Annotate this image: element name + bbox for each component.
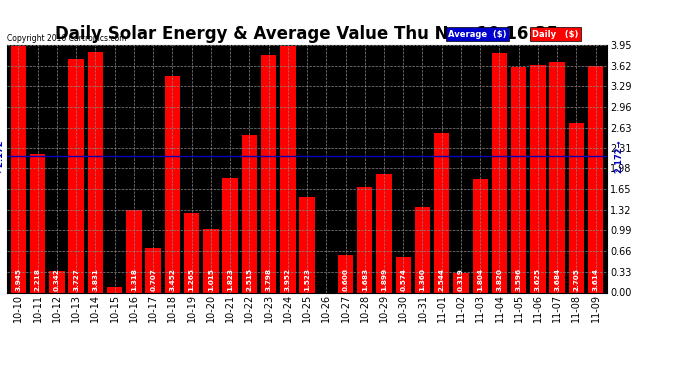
Bar	[126, 210, 141, 292]
Text: 2.515: 2.515	[246, 268, 253, 291]
Text: ←2.172: ←2.172	[0, 140, 5, 173]
Text: 3.625: 3.625	[535, 268, 541, 291]
Bar	[357, 187, 373, 292]
Text: 2.172→: 2.172→	[614, 140, 623, 173]
Text: 3.820: 3.820	[496, 268, 502, 291]
Bar	[569, 123, 584, 292]
Bar	[222, 178, 238, 292]
Bar	[376, 174, 392, 292]
Text: 1.823: 1.823	[227, 268, 233, 291]
Text: 1.804: 1.804	[477, 268, 483, 291]
Text: 3.684: 3.684	[554, 268, 560, 291]
Bar	[299, 197, 315, 292]
Text: 1.360: 1.360	[420, 268, 426, 291]
Bar	[492, 53, 507, 292]
Bar	[453, 273, 469, 292]
Bar	[261, 54, 276, 292]
Text: 2.705: 2.705	[573, 268, 580, 291]
Text: 0.342: 0.342	[54, 268, 60, 291]
Bar	[280, 45, 295, 292]
Bar	[30, 153, 46, 292]
Bar	[473, 180, 488, 292]
Text: 3.945: 3.945	[15, 268, 21, 291]
Bar	[511, 67, 526, 292]
Bar	[11, 45, 26, 292]
Bar	[549, 62, 565, 292]
Bar	[88, 53, 103, 292]
Bar	[203, 229, 219, 292]
Text: Copyright 2016 Cartronics.com: Copyright 2016 Cartronics.com	[7, 33, 126, 42]
Bar	[395, 256, 411, 292]
Text: 1.015: 1.015	[208, 268, 214, 291]
Bar	[68, 59, 84, 292]
Text: 3.798: 3.798	[266, 268, 272, 291]
Text: Average  ($): Average ($)	[448, 30, 506, 39]
Bar	[184, 213, 199, 292]
Bar	[530, 65, 546, 292]
Text: 3.831: 3.831	[92, 268, 99, 291]
Text: 2.544: 2.544	[439, 268, 445, 291]
Bar	[49, 271, 65, 292]
Text: 3.727: 3.727	[73, 268, 79, 291]
Text: 3.596: 3.596	[515, 268, 522, 291]
Bar	[107, 287, 122, 292]
Text: 0.574: 0.574	[400, 268, 406, 291]
Bar	[241, 135, 257, 292]
Title: Daily Solar Energy & Average Value Thu Nov 10 16:35: Daily Solar Energy & Average Value Thu N…	[55, 26, 559, 44]
Bar	[146, 248, 161, 292]
Text: 3.452: 3.452	[169, 268, 175, 291]
Bar	[338, 255, 353, 292]
Text: 3.952: 3.952	[285, 268, 290, 291]
Text: 1.523: 1.523	[304, 268, 310, 291]
Text: 1.265: 1.265	[188, 268, 195, 291]
Text: 0.600: 0.600	[342, 268, 348, 291]
Bar	[415, 207, 430, 292]
Text: 3.614: 3.614	[593, 268, 599, 291]
Bar	[434, 133, 449, 292]
Text: 1.683: 1.683	[362, 268, 368, 291]
Text: 2.218: 2.218	[34, 268, 41, 291]
Bar	[165, 76, 180, 292]
Text: 1.899: 1.899	[381, 268, 387, 291]
Bar	[588, 66, 603, 292]
Text: 0.707: 0.707	[150, 268, 156, 291]
Text: 0.319: 0.319	[458, 268, 464, 291]
Text: 1.318: 1.318	[131, 268, 137, 291]
Text: Daily   ($): Daily ($)	[532, 30, 578, 39]
